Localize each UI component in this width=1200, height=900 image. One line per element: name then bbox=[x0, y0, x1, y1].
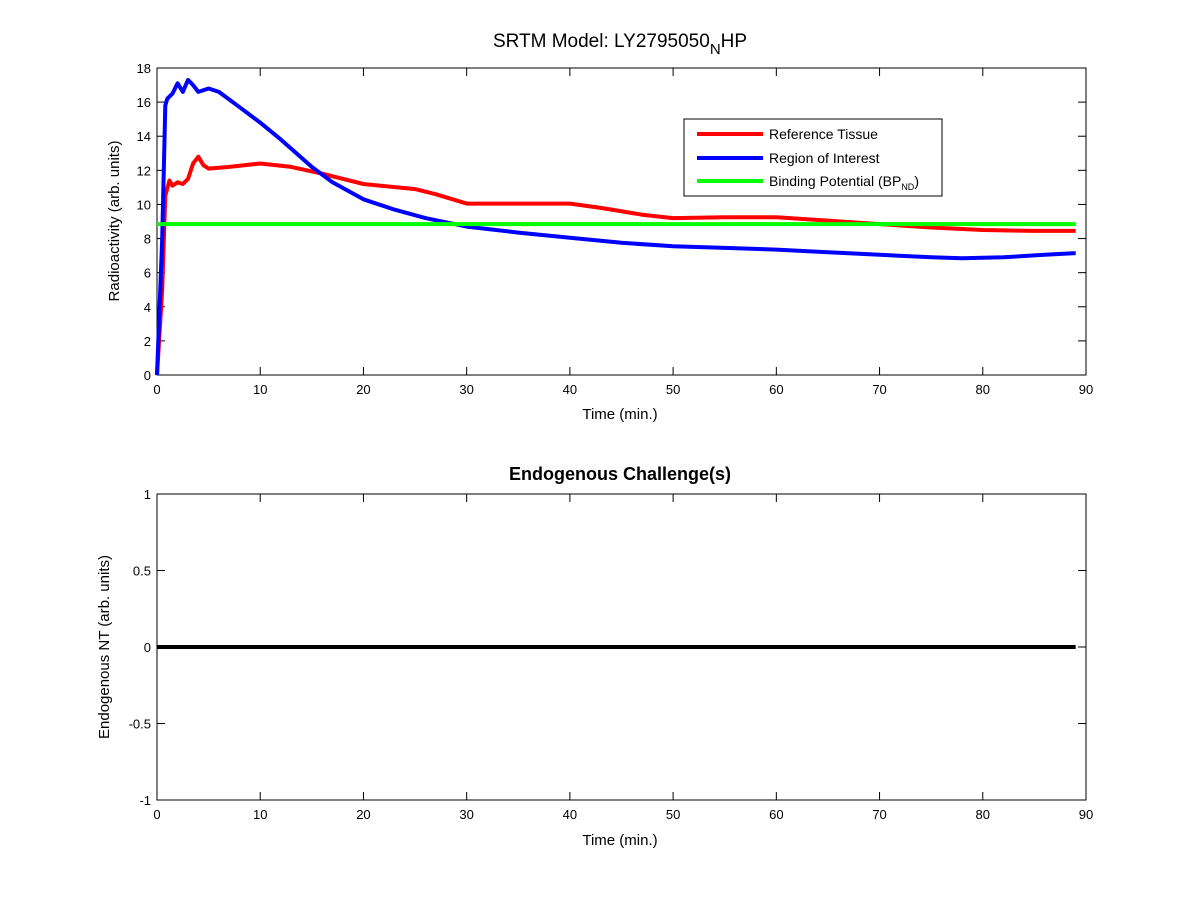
top-series-region-of-interest bbox=[155, 77, 1076, 376]
top-x-axis-label: Time (min.) bbox=[582, 406, 657, 423]
bottom-x-axis-label: Time (min.) bbox=[582, 832, 657, 849]
bottom-x-tick-label: 30 bbox=[459, 807, 473, 822]
top-x-tick-label: 20 bbox=[356, 382, 370, 397]
legend-label-reference: Reference Tissue bbox=[769, 126, 878, 142]
top-x-tick-label: 10 bbox=[253, 382, 267, 397]
top-y-tick-label: 18 bbox=[137, 61, 151, 76]
top-y-axis-label: Radioactivity (arb. units) bbox=[106, 141, 123, 302]
top-plot-ticks: 0 10 20 30 40 50 60 70 80 90 0 2 4 6 8 10 12 14 16 18 bbox=[137, 61, 1094, 397]
legend-label-bp: Binding Potential (BPND) bbox=[769, 173, 919, 192]
bottom-chart-title: Endogenous Challenge(s) bbox=[509, 464, 731, 484]
legend: Reference Tissue Region of Interest Bind… bbox=[683, 118, 943, 197]
top-x-tick-label: 30 bbox=[459, 382, 473, 397]
top-title-tail: HP bbox=[721, 31, 747, 52]
top-y-tick-label: 4 bbox=[144, 300, 151, 315]
bottom-plot: 0 10 20 30 40 50 60 70 80 90 -1 -0.5 0 0.5 1 Time (min… bbox=[96, 487, 1093, 849]
top-x-tick-label: 50 bbox=[666, 382, 680, 397]
legend-bp-subscript: ND bbox=[901, 182, 914, 192]
legend-bp-close: ) bbox=[914, 173, 919, 189]
top-plot: 0 10 20 30 40 50 60 70 80 90 0 2 4 6 8 10 12 14 16 18 Time … bbox=[106, 61, 1093, 423]
bottom-plot-ticks: 0 10 20 30 40 50 60 70 80 90 -1 -0.5 0 0.5 1 bbox=[129, 487, 1094, 822]
top-x-tick-label: 90 bbox=[1079, 382, 1093, 397]
top-y-tick-label: 0 bbox=[144, 368, 151, 383]
bottom-y-tick-label: 0.5 bbox=[133, 564, 151, 579]
bottom-x-tick-label: 80 bbox=[976, 807, 990, 822]
bottom-x-tick-label: 0 bbox=[153, 807, 160, 822]
top-y-tick-label: 8 bbox=[144, 232, 151, 247]
bottom-y-tick-label: 1 bbox=[144, 487, 151, 502]
top-x-tick-label: 0 bbox=[153, 382, 160, 397]
bottom-x-tick-label: 90 bbox=[1079, 807, 1093, 822]
bottom-x-tick-label: 50 bbox=[666, 807, 680, 822]
top-y-tick-label: 16 bbox=[137, 95, 151, 110]
top-chart-title: SRTM Model: LY2795050NHP bbox=[493, 31, 747, 58]
bottom-x-tick-label: 20 bbox=[356, 807, 370, 822]
top-y-tick-label: 10 bbox=[137, 197, 151, 212]
top-title-main: SRTM Model: LY2795050 bbox=[493, 31, 710, 52]
bottom-y-tick-label: -0.5 bbox=[129, 717, 151, 732]
bottom-y-axis-label: Endogenous NT (arb. units) bbox=[96, 555, 113, 739]
top-x-tick-label: 40 bbox=[563, 382, 577, 397]
bottom-x-tick-label: 10 bbox=[253, 807, 267, 822]
bottom-y-tick-label: -1 bbox=[139, 793, 151, 808]
top-title-subscript: N bbox=[710, 41, 721, 58]
bottom-x-tick-label: 60 bbox=[769, 807, 783, 822]
legend-label-roi: Region of Interest bbox=[769, 150, 880, 166]
top-y-tick-label: 12 bbox=[137, 163, 151, 178]
top-plot-area bbox=[156, 67, 1087, 376]
top-x-tick-label: 80 bbox=[976, 382, 990, 397]
bottom-x-tick-label: 40 bbox=[563, 807, 577, 822]
top-plot-series bbox=[155, 77, 1076, 376]
top-y-tick-label: 2 bbox=[144, 334, 151, 349]
top-x-tick-label: 70 bbox=[872, 382, 886, 397]
bottom-x-tick-label: 70 bbox=[872, 807, 886, 822]
legend-bp-main: Binding Potential (BP bbox=[769, 173, 901, 189]
top-x-tick-label: 60 bbox=[769, 382, 783, 397]
top-series-reference-tissue bbox=[155, 154, 1076, 376]
top-y-tick-label: 6 bbox=[144, 266, 151, 281]
top-y-tick-label: 14 bbox=[137, 129, 151, 144]
bottom-y-tick-label: 0 bbox=[144, 640, 151, 655]
